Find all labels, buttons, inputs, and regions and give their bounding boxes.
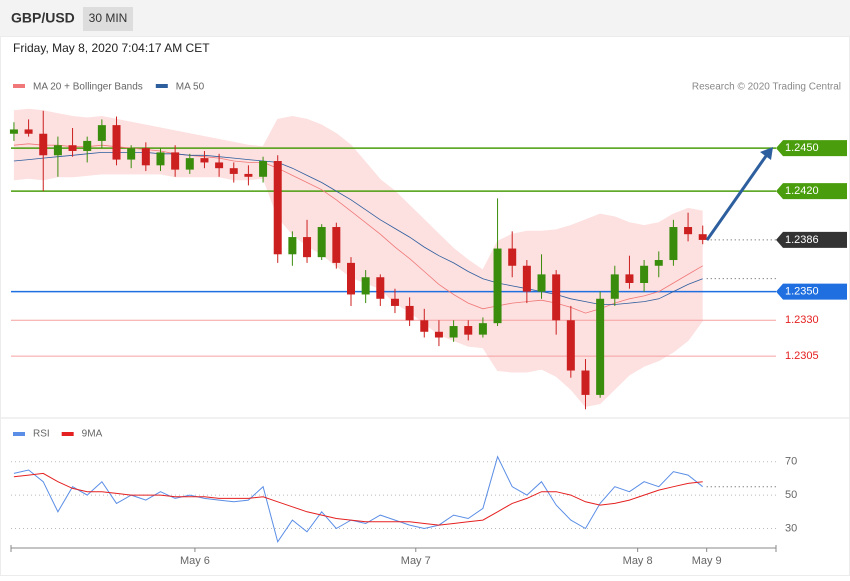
- legend-label: RSI: [33, 429, 50, 440]
- candle-body: [684, 227, 693, 235]
- legend-swatch: [13, 432, 25, 436]
- candle-body: [244, 173, 253, 177]
- x-tick-label: May 6: [180, 555, 210, 567]
- candle-body: [596, 298, 605, 395]
- candle-body: [522, 265, 531, 292]
- candle-body: [39, 133, 48, 156]
- legend-label: MA 20 + Bollinger Bands: [33, 82, 143, 93]
- legend-swatch: [61, 432, 74, 436]
- legend-label: 9MA: [82, 429, 103, 440]
- candle-body: [317, 227, 326, 258]
- candle-body: [9, 129, 18, 134]
- interval-box: [83, 7, 133, 31]
- candle-body: [347, 262, 355, 295]
- candle-body: [669, 227, 678, 261]
- candle-body: [171, 152, 180, 170]
- x-tick-label: May 7: [401, 555, 431, 567]
- plot: MA 20 + Bollinger Bands MA 50 Research © 2…: [9, 82, 847, 567]
- symbol: GBP/USD: [11, 10, 75, 26]
- level-label: 1.2350: [785, 285, 819, 297]
- header-bar: [0, 0, 850, 36]
- bollinger-band: [13, 109, 703, 407]
- legend-swatch: [155, 84, 168, 88]
- candle-body: [141, 148, 150, 166]
- candle-body: [97, 125, 106, 141]
- candle-body: [420, 320, 429, 332]
- candle-body: [53, 145, 62, 156]
- candle-body: [259, 161, 268, 177]
- candle-body: [698, 234, 707, 240]
- candle-body: [156, 152, 165, 166]
- candle-body: [654, 260, 663, 266]
- candle-body: [273, 161, 282, 255]
- level-label: 1.2305: [785, 350, 819, 362]
- candle-body: [405, 305, 414, 321]
- candle-body: [376, 277, 385, 299]
- rsi-line: [13, 455, 704, 543]
- y-tick-label: 30: [785, 522, 797, 534]
- level-tag: [776, 183, 847, 200]
- candle-body: [537, 274, 546, 292]
- candle-body: [112, 125, 121, 160]
- level-tag: [776, 231, 847, 248]
- timestamp: Friday, May 8, 2020 7:04:17 AM CET: [13, 41, 210, 55]
- candle-body: [566, 320, 575, 371]
- level-label: 1.2450: [785, 142, 819, 154]
- candle-body: [390, 298, 399, 306]
- candle-body: [581, 370, 590, 395]
- level-label: 1.2330: [785, 314, 819, 326]
- candle-body: [332, 227, 341, 263]
- candle-body: [68, 145, 77, 151]
- candle-body: [361, 277, 370, 295]
- candle-body: [508, 248, 517, 266]
- candle-body: [200, 158, 209, 163]
- candle-body: [552, 274, 561, 321]
- candle-body: [610, 274, 619, 299]
- candle-body: [434, 331, 443, 338]
- interval: 30 MIN: [89, 11, 128, 25]
- x-tick-label: May 8: [623, 555, 653, 567]
- candle-body: [185, 158, 194, 170]
- candle-body: [303, 237, 312, 258]
- candle-body: [493, 248, 502, 324]
- candle-body: [640, 265, 649, 283]
- forecast-arrowhead: [760, 147, 773, 160]
- candle-body: [288, 237, 297, 255]
- candle-body: [464, 326, 473, 335]
- candle-body: [478, 323, 487, 335]
- forecast-arrow: [705, 155, 768, 241]
- candle-body: [24, 129, 33, 134]
- y-tick-label: 50: [785, 489, 797, 501]
- candle-body: [127, 148, 136, 160]
- candle-body: [229, 168, 238, 174]
- candle-body: [83, 140, 92, 151]
- ma-line: [13, 143, 703, 314]
- level-tag: [776, 140, 847, 157]
- source: Research © 2020 Trading Central: [692, 82, 841, 93]
- bollinger-lower: [13, 173, 704, 407]
- bollinger-upper: [13, 108, 703, 271]
- level-tag: [776, 283, 847, 300]
- candle-body: [625, 274, 634, 283]
- level-label: 1.2420: [785, 185, 819, 197]
- y-tick-label: 70: [785, 456, 797, 468]
- candle-body: [215, 162, 224, 169]
- legend-label: MA 50: [176, 82, 205, 93]
- x-tick-label: May 9: [692, 555, 722, 567]
- legend-swatch: [13, 84, 25, 88]
- level-label: 1.2386: [785, 234, 819, 246]
- candle-body: [449, 326, 458, 338]
- rsi-line: [13, 472, 703, 526]
